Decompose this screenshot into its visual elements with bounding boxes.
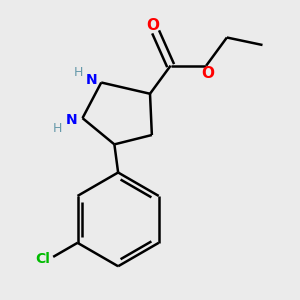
Text: O: O [146, 18, 159, 33]
Text: H: H [52, 122, 62, 135]
Text: O: O [202, 66, 214, 81]
Text: Cl: Cl [35, 252, 50, 266]
Text: N: N [65, 113, 77, 127]
Text: H: H [73, 65, 83, 79]
Text: N: N [86, 73, 98, 86]
